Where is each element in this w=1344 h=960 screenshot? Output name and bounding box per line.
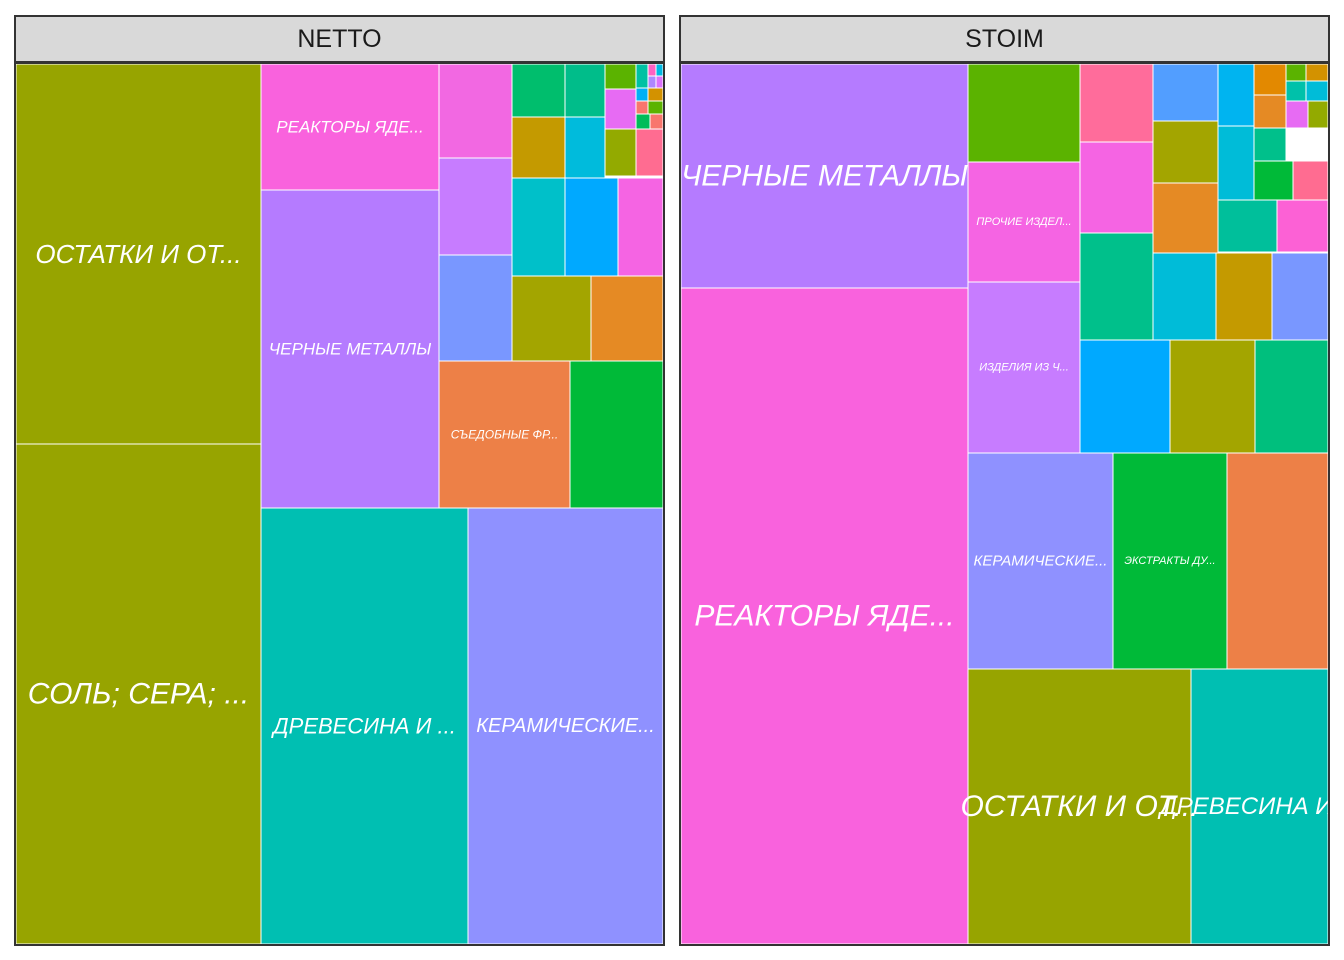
treemap-tile-stoim-10 (1079, 64, 1154, 143)
tile-label-stoim-2: ПРОЧИЕ ИЗДЕЛ... (976, 216, 1071, 228)
treemap-tile-netto-3 (260, 189, 440, 509)
treemap-tile-netto-30 (655, 64, 663, 77)
tile-label-netto-1: СОЛЬ; СЕРА; ... (28, 678, 249, 711)
treemap-netto: ОСТАТКИ И ОТ... СОЛЬ; СЕРА; ... РЕАКТОРЫ Я… (14, 62, 665, 946)
treemap-tile-netto-28 (647, 100, 663, 115)
treemap-tile-netto-24 (635, 64, 649, 89)
treemap-stoim: ЧЕРНЫЕ МЕТАЛЛЫ РЕАКТОРЫ ЯДЕ... ПРОЧИЕ ИЗДЕ… (679, 62, 1330, 946)
treemap-tile-netto-4 (260, 507, 469, 944)
treemap-tile-stoim-31 (1285, 64, 1307, 82)
treemap-tile-stoim-9 (967, 64, 1081, 163)
facet-strip-stoim: STOIM (679, 15, 1330, 63)
tile-label-netto-5: КЕРАМИЧЕСКИЕ... (476, 715, 655, 737)
treemap-tile-netto-31 (647, 75, 657, 89)
treemap-tile-stoim-6 (1226, 452, 1328, 670)
treemap-tile-stoim-13 (1079, 339, 1171, 454)
treemap-tile-stoim-25 (1271, 252, 1328, 341)
treemap-tile-stoim-23 (1152, 252, 1217, 341)
treemap-tile-stoim-1 (681, 287, 969, 944)
treemap-tile-netto-1 (16, 443, 262, 944)
treemap-tile-netto-16 (564, 177, 619, 277)
treemap-tile-stoim-22 (1276, 199, 1328, 253)
treemap-tile-netto-7 (569, 360, 663, 509)
treemap-tile-netto-26 (647, 87, 663, 102)
treemap-tile-netto-33 (635, 113, 651, 130)
treemap-tile-stoim-28 (1253, 127, 1287, 162)
treemap-tile-netto-22 (604, 128, 637, 177)
tile-label-stoim-5: ЭКСТРАКТЫ ДУ... (1124, 555, 1215, 567)
facet-strip-netto: NETTO (14, 15, 665, 63)
treemap-tile-stoim-18 (1152, 182, 1219, 254)
treemap-tile-stoim-14 (1169, 339, 1256, 454)
tile-label-stoim-4: КЕРАМИЧЕСКИЕ... (974, 553, 1108, 570)
treemap-tile-stoim-27 (1253, 94, 1287, 129)
treemap-tile-netto-21 (604, 88, 637, 130)
treemap-tile-netto-17 (617, 177, 663, 277)
treemap-tile-stoim-11 (1079, 141, 1154, 234)
treemap-stoim-svg: ЧЕРНЫЕ МЕТАЛЛЫ РЕАКТОРЫ ЯДЕ... ПРОЧИЕ ИЗДЕ… (681, 64, 1328, 944)
tile-label-stoim-1: РЕАКТОРЫ ЯДЕ... (694, 600, 954, 633)
treemap-tile-stoim-24 (1215, 252, 1273, 341)
treemap-tile-stoim-20 (1217, 125, 1255, 201)
tile-label-netto-3: ЧЕРНЫЕ МЕТАЛЛЫ (269, 340, 432, 359)
treemap-tile-netto-18 (511, 275, 592, 362)
treemap-tile-stoim-33 (1285, 80, 1307, 102)
treemap-tile-netto-15 (511, 177, 566, 277)
treemap-tile-stoim-36 (1307, 100, 1328, 129)
treemap-tile-stoim-29 (1253, 160, 1294, 201)
tile-label-stoim-8: ДРЕВЕСИНА И ... (1157, 793, 1328, 820)
tile-label-netto-4: ДРЕВЕСИНА И ... (270, 714, 456, 739)
treemap-tile-stoim-12 (1079, 232, 1154, 341)
treemap-tile-netto-32 (655, 75, 663, 89)
treemap-tile-netto-10 (438, 254, 513, 362)
treemap-tile-netto-14 (564, 116, 606, 179)
treemap-tile-netto-13 (511, 116, 566, 179)
tile-label-stoim-3: ИЗДЕЛИЯ ИЗ Ч... (979, 362, 1069, 374)
treemap-tile-stoim-16 (1152, 64, 1219, 122)
treemap-tile-netto-11 (511, 64, 566, 118)
tile-label-netto-0: ОСТАТКИ И ОТ... (35, 239, 241, 269)
tile-label-stoim-7: ОСТАТКИ И ОТ... (961, 790, 1199, 823)
tile-label-netto-2: РЕАКТОРЫ ЯДЕ... (276, 118, 423, 137)
treemap-tile-stoim-30 (1292, 160, 1328, 201)
treemap-tile-netto-9 (438, 157, 513, 256)
treemap-tile-netto-0 (16, 64, 262, 445)
treemap-tile-netto-5 (467, 507, 663, 944)
treemap-tile-stoim-0 (681, 64, 969, 289)
treemap-tile-netto-29 (647, 64, 657, 77)
treemap-tile-netto-12 (564, 64, 606, 118)
treemap-tile-netto-25 (635, 87, 649, 102)
treemap-tile-stoim-19 (1217, 64, 1255, 127)
treemap-tile-netto-20 (604, 64, 639, 90)
treemap-tile-netto-8 (438, 64, 513, 159)
treemap-tile-stoim-21 (1217, 199, 1278, 253)
treemap-netto-svg: ОСТАТКИ И ОТ... СОЛЬ; СЕРА; ... РЕАКТОРЫ Я… (16, 64, 663, 944)
treemap-tile-stoim-32 (1305, 64, 1328, 82)
treemap-tile-netto-23 (635, 128, 663, 177)
tile-label-netto-6: СЪЕДОБНЫЕ ФР... (451, 428, 558, 442)
treemap-tile-stoim-34 (1305, 80, 1328, 102)
treemap-tile-netto-19 (590, 275, 663, 362)
treemap-tile-netto-27 (635, 100, 649, 115)
treemap-tile-stoim-26 (1253, 64, 1287, 96)
treemap-tile-netto-34 (649, 113, 663, 130)
tile-label-stoim-0: ЧЕРНЫЕ МЕТАЛЛЫ (681, 160, 968, 193)
treemap-tile-stoim-17 (1152, 120, 1219, 184)
treemap-tile-stoim-15 (1254, 339, 1328, 454)
treemap-tile-stoim-35 (1285, 100, 1309, 129)
treemap-tile-stoim-8 (1190, 668, 1328, 944)
treemap-tile-stoim-7 (967, 668, 1192, 944)
